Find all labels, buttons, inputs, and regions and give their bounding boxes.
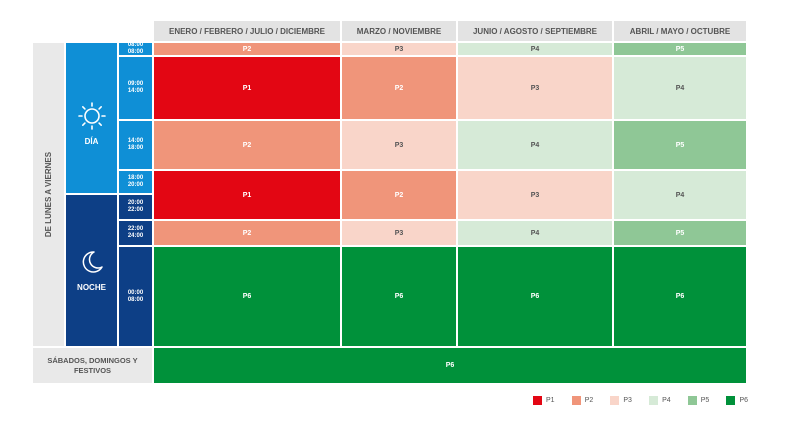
row-group-panel: DE LUNES A VIERNES [33,43,64,346]
legend-item: P5 [687,394,709,406]
period-cell: P4 [458,221,612,245]
column-header: MARZO / NOVIEMBRE [342,21,456,41]
time-slot: 22:00 24:00 [119,221,152,245]
legend-item: P2 [571,394,593,406]
night-label: NOCHE [77,283,106,292]
time-slot: 00:00 08:00 [119,247,152,346]
weekend-label: SÁBADOS, DOMINGOS Y FESTIVOS [47,355,138,375]
legend-swatch-p5 [687,395,697,405]
period-cell: P3 [458,57,612,119]
period-cell: P2 [342,171,456,219]
day-label: DÍA [84,136,99,146]
period-cell: P2 [154,221,340,245]
time-slot: 20:00 22:00 [119,195,152,219]
day-block: DÍA [66,43,117,193]
period-cell: P4 [458,43,612,55]
period-cell: P1 [154,171,340,219]
period-cell: P4 [614,57,746,119]
legend-item: P4 [649,394,671,406]
column-header: ENERO / FEBRERO / JULIO / DICIEMBRE [154,21,340,41]
period-cell: P4 [458,121,612,169]
period-cell: P5 [614,121,746,169]
column-header: ABRIL / MAYO / OCTUBRE [614,21,746,41]
period-cell: P2 [342,57,456,119]
period-cell: P3 [342,221,456,245]
moon-icon [82,251,103,273]
period-cell: P2 [154,121,340,169]
time-slot: 09:00 14:00 [119,57,152,119]
weekend-period-cell: P6 [154,348,746,383]
legend-item: P3 [610,394,632,406]
period-cell: P6 [154,247,340,346]
period-cell: P3 [342,121,456,169]
legend-item: P6 [726,394,748,406]
period-cell: P3 [342,43,456,55]
legend-swatch-p6 [726,395,736,405]
legend-swatch-p1 [533,395,542,405]
period-cell: P6 [614,247,746,346]
time-slot: 18:00 20:00 [119,171,152,193]
period-cell: P5 [614,221,746,245]
sun-icon [77,101,106,130]
period-cell: P2 [154,43,340,55]
period-cell: P6 [342,247,456,346]
period-cell: P6 [458,247,612,346]
legend-swatch-p2 [571,395,581,405]
period-cell: P4 [614,171,746,219]
legend-swatch-p3 [610,395,620,405]
time-slot: 08:00 08:00 [119,42,152,55]
period-cell: P3 [458,171,612,219]
period-cell: P5 [614,43,746,55]
row-group-label: DE LUNES A VIERNES [44,151,54,238]
legend-swatch-p4 [649,395,659,405]
legend-item: P1 [533,394,555,406]
time-slot: 14:00 18:00 [119,121,152,169]
legend: P1 P2 P3 P4 P5 P6 [533,394,748,406]
column-header: JUNIO / AGOSTO / SEPTIEMBRE [458,21,612,41]
night-block: NOCHE [66,195,117,346]
period-cell: P1 [154,57,340,119]
weekend-label-box: SÁBADOS, DOMINGOS Y FESTIVOS [33,348,152,383]
